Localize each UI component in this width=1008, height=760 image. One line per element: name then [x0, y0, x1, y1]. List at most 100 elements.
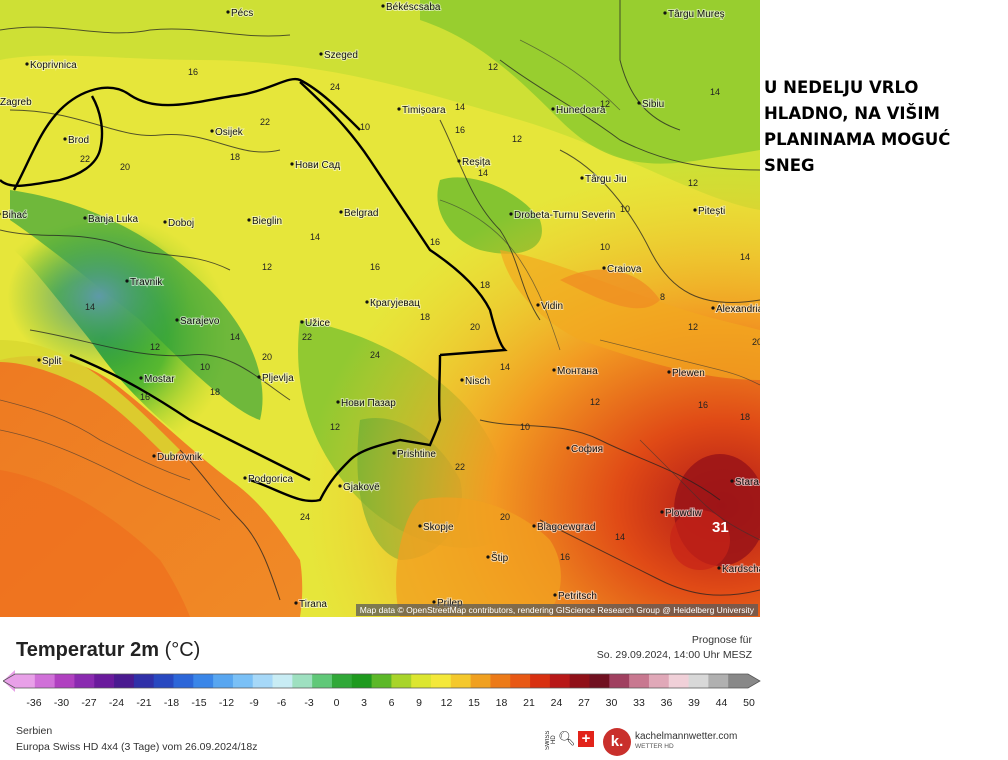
- city-dot: [247, 218, 251, 222]
- scale-color-step: [470, 674, 492, 688]
- scale-color-step: [252, 674, 274, 688]
- city-label: Нови Пазар: [341, 398, 396, 409]
- scale-color-step: [648, 674, 670, 688]
- city-label: Alexandria: [716, 304, 760, 315]
- scale-tick: 6: [388, 697, 395, 709]
- temperature-value: 22: [302, 332, 312, 342]
- adriatic-deep: [0, 470, 190, 617]
- isotherms: [0, 39, 760, 541]
- scale-tick-labels: -36 -30 -27 -24 -21 -18 -15 -12 -9 -6 -3 0 3 6 9 12 15 18…: [0, 697, 760, 711]
- temperature-map[interactable]: Pécs Szeged Békéscsaba Koprivnica Zagreb Osij…: [0, 0, 760, 617]
- city-label: Timișoara: [402, 105, 446, 116]
- prognose-date: So. 29.09.2024, 14:00 Uhr MESZ: [596, 649, 752, 661]
- coastal-band: [0, 340, 180, 460]
- brand-link[interactable]: kachelmannwetter.com: [635, 731, 738, 742]
- temperature-value: 14: [478, 168, 488, 178]
- temperature-value: 22: [260, 117, 270, 127]
- scale-tick: -3: [304, 697, 314, 709]
- kachelmann-logo-icon[interactable]: k.: [603, 728, 631, 756]
- swiss-flag-icon: +: [578, 731, 594, 747]
- city-label: Banja Luka: [88, 214, 138, 225]
- temperature-value: 10: [620, 204, 630, 214]
- scale-color-step: [173, 674, 194, 688]
- scale-tick: -27: [81, 697, 97, 709]
- scale-tick: 18: [495, 697, 508, 709]
- city-dot: [319, 52, 323, 56]
- temperature-value: 14: [710, 87, 720, 97]
- city-dot: [290, 162, 294, 166]
- temperature-value: 10: [520, 422, 530, 432]
- scale-tick: -9: [249, 697, 259, 709]
- city-dot: [226, 10, 230, 14]
- city-label: Split: [42, 356, 62, 367]
- city-dot: [381, 4, 385, 8]
- city-label: Prishtine: [397, 449, 436, 460]
- city-dot: [152, 454, 156, 458]
- temperature-value: 12: [590, 397, 600, 407]
- temperature-value: 18: [740, 412, 750, 422]
- temperature-value: 14: [740, 252, 750, 262]
- magnifier-icon[interactable]: 🔍︎: [558, 730, 576, 746]
- temperature-value: 20: [120, 162, 130, 172]
- city-label: Bieglin: [252, 216, 282, 227]
- city-dot: [532, 524, 536, 528]
- scale-color-step: [213, 674, 234, 688]
- scale-tick: 44: [715, 697, 728, 709]
- scale-color-step: [292, 674, 313, 688]
- peak-temperature-label: 31: [712, 519, 729, 536]
- city-dot: [580, 176, 584, 180]
- city-dot: [552, 368, 556, 372]
- temperature-value: 22: [80, 154, 90, 164]
- city-label: Tirana: [299, 599, 327, 610]
- city-label: Travnik: [130, 277, 163, 288]
- temperature-value: 18: [210, 387, 220, 397]
- scale-color-step: [609, 674, 630, 688]
- temperature-value: 12: [330, 422, 340, 432]
- city-label: Brod: [68, 135, 89, 146]
- city-dot: [663, 11, 667, 15]
- city-label: Užice: [305, 318, 330, 329]
- scale-tick: 3: [361, 697, 367, 709]
- scale-tick: 12: [440, 697, 453, 709]
- temperature-value: 20: [752, 337, 760, 347]
- city-dot: [37, 358, 41, 362]
- scale-color-step: [510, 674, 531, 688]
- temperature-value: 14: [455, 102, 465, 112]
- city-dot: [392, 451, 396, 455]
- map-attribution[interactable]: Map data © OpenStreetMap contributors, r…: [355, 604, 758, 616]
- headline-text: U NEDELJU VRLO HLADNO, NA VIŠIM PLANINAM…: [764, 78, 951, 175]
- plovdiv-warm: [670, 510, 730, 570]
- swiss-hd-label: SWISS HD: [545, 730, 557, 750]
- temperature-value: 20: [500, 512, 510, 522]
- city-dot: [693, 208, 697, 212]
- city-label: Pitești: [698, 206, 725, 217]
- place-labels: Pécs Szeged Békéscsaba Koprivnica Zagreb Osij…: [0, 1, 760, 611]
- scale-color-step: [34, 674, 56, 688]
- city-label: Blagoewgrad: [537, 522, 595, 533]
- city-label: Dubrovnik: [157, 452, 203, 463]
- scale-color-step: [153, 674, 175, 688]
- scale-color-step: [114, 674, 135, 688]
- city-label: Kardschali: [722, 564, 760, 575]
- scale-color-step: [371, 674, 393, 688]
- temperature-value: 14: [615, 532, 625, 542]
- city-dot: [730, 479, 734, 483]
- city-label: Štip: [491, 551, 509, 564]
- scale-color-step: [331, 674, 353, 688]
- city-label: Reșița: [462, 157, 491, 168]
- oltenia-warm: [560, 269, 660, 309]
- city-dot: [163, 220, 167, 224]
- scale-color-step: [391, 674, 412, 688]
- temperature-value: 24: [300, 512, 310, 522]
- city-dot: [0, 212, 1, 216]
- scale-color-step: [193, 674, 214, 688]
- scale-color-step: [688, 674, 709, 688]
- scale-color-step: [232, 674, 254, 688]
- scale-tick: 0: [333, 697, 340, 709]
- city-label: Podgorica: [248, 474, 293, 485]
- scale-color-step: [74, 674, 95, 688]
- city-label: Нови Сад: [295, 160, 340, 171]
- city-dot: [339, 210, 343, 214]
- temperature-value: 12: [262, 262, 272, 272]
- city-dot: [432, 600, 436, 604]
